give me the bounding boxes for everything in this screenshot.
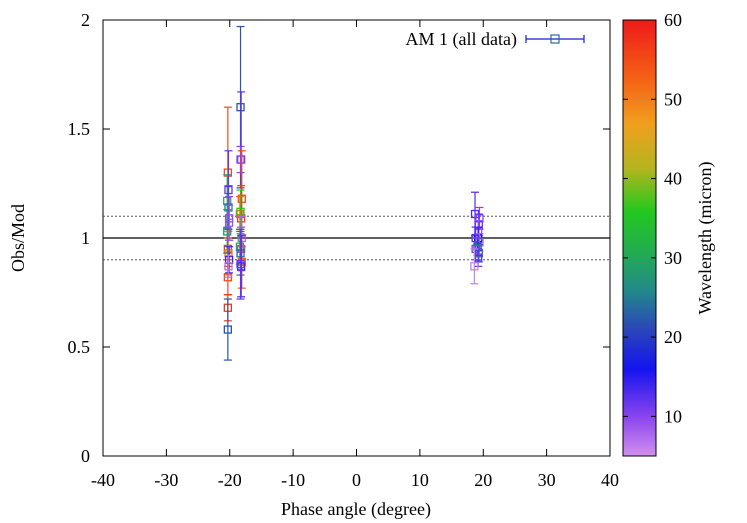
point-marker [223,227,232,236]
colorbar-label: Wavelength (micron) [695,162,716,315]
colorbar-tick-label: 20 [664,327,682,347]
colorbar-tick-label: 50 [664,89,682,109]
x-tick-label: -20 [218,470,242,490]
point-marker [474,249,483,258]
colorbar-tick-label: 60 [664,10,682,30]
point-marker [223,244,232,254]
legend-marker [550,34,560,44]
colorbar-tick-label: 30 [664,248,682,268]
legend-label: AM 1 (all data) [406,29,517,50]
point-marker [470,262,479,271]
x-tick-label: 20 [474,470,492,490]
legend: AM 1 (all data) [406,29,585,50]
point-marker [237,194,246,203]
colorbar-ticks: 10 20 30 40 50 60 [623,10,682,426]
point-marker [236,103,245,112]
point-marker [236,260,245,269]
data-point [474,243,483,263]
x-tick-label: -30 [154,470,178,490]
point-marker [223,168,232,177]
point-marker [224,262,233,271]
data-point [224,150,233,230]
axis-ticks: -40 -30 -20 -10 0 10 20 30 40 0 0.5 1 1.5 2 [68,10,620,490]
y-tick-label: 1 [81,228,90,248]
data-point [223,106,232,239]
data-point [236,228,245,300]
x-tick-label: -10 [281,470,305,490]
data-point [224,204,234,241]
data-point [224,254,233,278]
x-tick-label: 30 [538,470,556,490]
data-points [223,25,484,361]
y-tick-label: 0.5 [68,337,91,357]
y-axis-label: Obs/Mod [8,204,28,272]
point-marker [223,325,232,334]
point-marker [236,207,245,216]
colorbar-gradient [622,19,657,457]
y-tick-label: 1.5 [68,119,91,139]
data-point [224,246,234,274]
y-tick-label: 2 [81,10,90,30]
point-marker [237,257,246,267]
x-tick-label: 40 [601,470,619,490]
reference-lines [103,215,610,261]
x-tick-label: 10 [411,470,429,490]
point-marker [224,185,233,195]
data-point [223,298,232,361]
data-point [236,189,245,235]
x-axis-label: Phase angle (degree) [281,499,431,520]
colorbar-tick-label: 40 [664,169,682,189]
y-tick-label: 0 [81,446,90,466]
x-tick-label: -40 [91,470,115,490]
colorbar: 10 20 30 40 50 60 Wavelength (micron) [622,10,716,457]
colorbar-tick-label: 10 [664,406,682,426]
x-tick-label: 0 [352,470,361,490]
data-point [223,209,232,254]
point-marker [236,155,245,164]
point-marker [224,218,234,227]
data-point [470,248,479,285]
